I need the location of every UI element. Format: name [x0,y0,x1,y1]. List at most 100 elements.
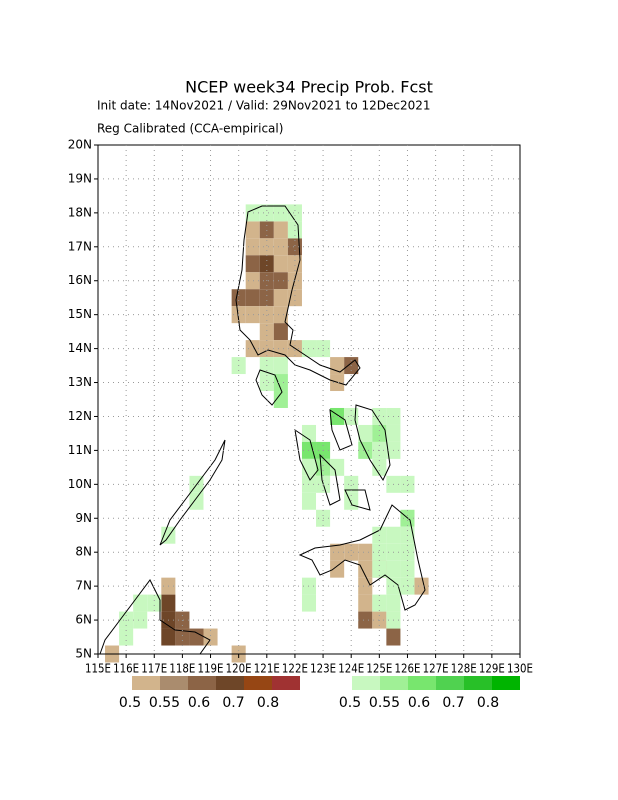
prob-cell [372,594,387,612]
legend-label: 0.6 [188,695,210,711]
prob-cell [259,374,274,392]
y-tick-label: 10N [68,477,92,491]
prob-cell [273,221,288,239]
x-tick-label: 127E [423,662,449,676]
x-tick-label: 121E [254,662,280,676]
axes: 115E 116E 117E 118E 119E 120E 121E 122E 123E 124E… [68,138,533,676]
prob-cell [414,577,429,595]
prob-cell [231,289,246,307]
x-tick-label: 119E [198,662,224,676]
coastlines [99,205,426,655]
legend-swatch [408,676,436,690]
x-tick-label: 117E [141,662,167,676]
prob-cell [358,424,373,442]
prob-cell [372,560,387,578]
y-tick-label: 6N [75,613,92,627]
legend-label: 0.6 [408,695,430,711]
prob-cell [358,543,373,561]
y-tick-label: 8N [75,545,92,559]
x-tick-label: 120E [226,662,252,676]
prob-cell [245,221,260,239]
x-tick-label: 129E [479,662,505,676]
prob-cell [273,306,288,324]
prob-cell [245,272,260,290]
x-tick-label: 124E [338,662,364,676]
prob-cell [330,560,345,578]
prob-cell [372,424,387,442]
x-tick-label: 115E [85,662,111,676]
title: NCEP week34 Precip Prob. Fcst [185,78,433,97]
prob-cell [301,424,317,442]
prob-cell [161,594,176,612]
prob-cell [372,407,387,425]
x-tick-label: 128E [451,662,477,676]
legend-swatch [216,676,244,690]
prob-cell [259,204,274,222]
prob-cell [273,357,288,375]
y-tick-label: 9N [75,511,92,525]
legend-swatch [380,676,408,690]
legend-label: 0.5 [119,695,141,711]
prob-cell [189,628,204,646]
legend-label: 0.55 [369,695,400,711]
legend-swatch [492,676,520,690]
legend-swatch [464,676,492,690]
prob-cell [203,628,218,646]
prob-cell [133,594,148,612]
prob-cell [161,628,176,646]
prob-cell [119,628,134,646]
y-tick-label: 19N [68,171,92,185]
prob-cell [259,289,274,307]
prob-cell [147,594,162,612]
prob-cell [273,255,288,273]
prob-cell [259,340,274,358]
prob-cell [386,526,401,544]
legends: 0.5 0.55 0.6 0.7 0.8 0.5 0.55 0.6 0.7 0.8 [119,676,520,711]
prob-cell [372,458,387,476]
legend-label: 0.7 [442,695,464,711]
legend-label: 0.55 [149,695,180,711]
prob-cell [287,255,302,273]
prob-cell [358,577,373,595]
legend-swatch [132,676,160,690]
prob-cell [386,594,401,612]
map-frame [97,144,521,655]
legend-swatch [188,676,216,690]
y-tick-label: 14N [68,341,92,355]
y-tick-label: 5N [75,647,92,661]
y-tick-label: 12N [68,409,92,423]
prob-cell [344,543,359,561]
legend-swatch [160,676,188,690]
prob-cell [259,306,274,324]
prob-cell [245,255,260,273]
y-tick-label: 13N [68,375,92,389]
legend-swatch [352,676,380,690]
prob-cell [358,594,373,612]
prob-cell [245,289,260,307]
prob-cell [273,340,288,358]
prob-cell [386,560,401,578]
x-tick-label: 122E [282,662,308,676]
prob-cell [273,272,288,290]
y-tick-label: 16N [68,273,92,287]
prob-cell [400,475,415,493]
prob-cell [400,543,415,561]
method: Reg Calibrated (CCA-empirical) [97,122,283,136]
prob-cell [259,255,274,273]
prob-cell [358,560,373,578]
legend-swatch [272,676,300,690]
prob-cell [245,340,260,358]
legend-label: 0.8 [477,695,499,711]
x-tick-label: 125E [366,662,392,676]
prob-cell [273,374,288,392]
prob-cell [273,391,288,408]
prob-cell [189,492,204,510]
prob-cell [273,204,288,222]
prob-cell [287,238,302,256]
y-tick-label: 15N [68,307,92,321]
x-tick-label: 123E [310,662,336,676]
prob-cell [344,475,359,493]
prob-cell [301,594,317,612]
prob-cell [372,543,387,561]
